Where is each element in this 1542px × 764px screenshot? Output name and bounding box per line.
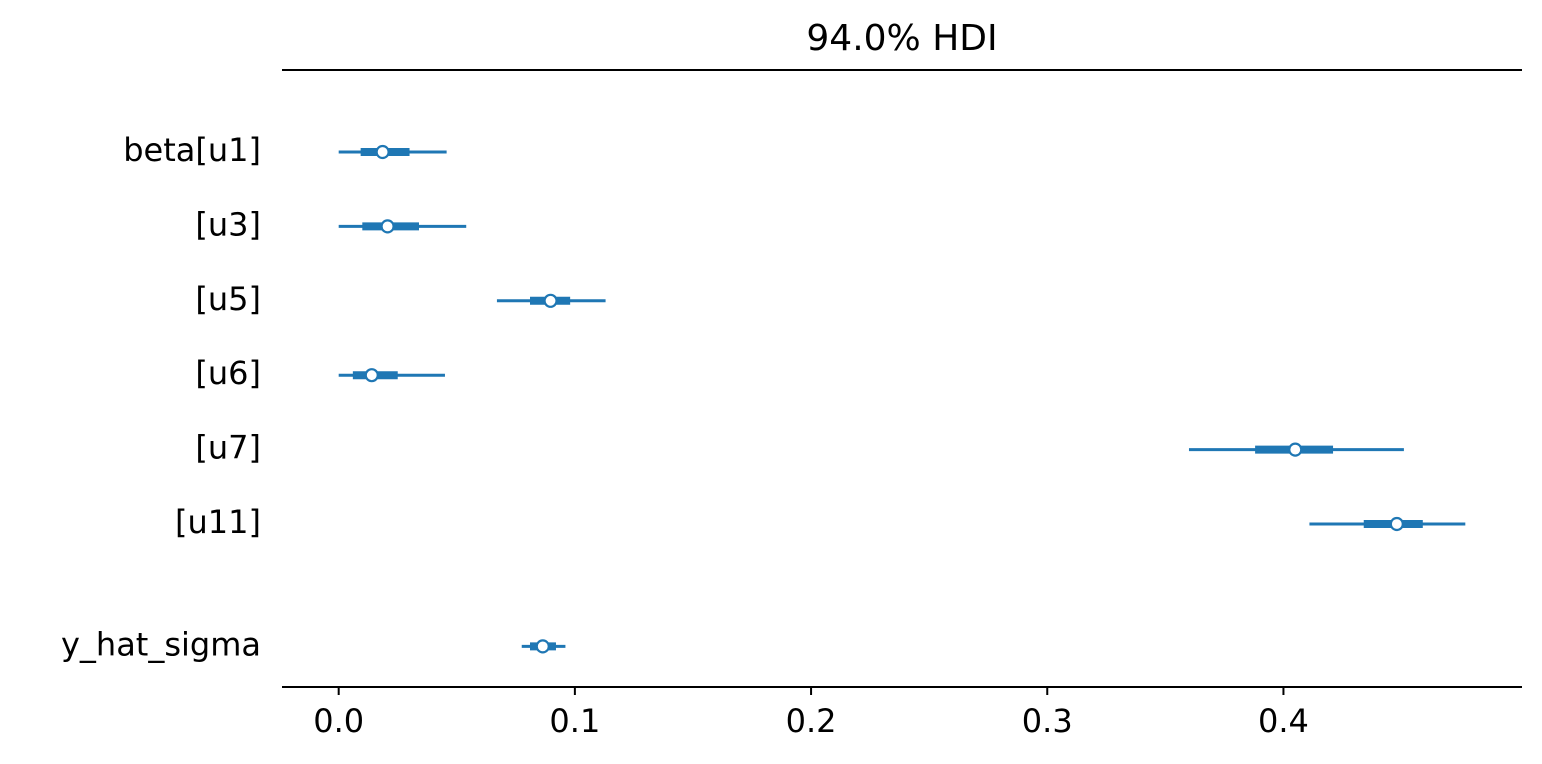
y-tick-label: y_hat_sigma xyxy=(61,625,261,663)
y-tick-label: [u7] xyxy=(195,429,261,467)
y-tick-label: [u6] xyxy=(195,354,261,392)
y-tick-label: [u3] xyxy=(195,205,261,243)
y-tick-label: [u5] xyxy=(195,280,261,318)
x-tick-label: 0.2 xyxy=(786,702,837,740)
point-estimate xyxy=(380,219,395,234)
point-estimate xyxy=(364,368,379,383)
x-tick-label: 0.4 xyxy=(1258,702,1309,740)
point-estimate xyxy=(1288,442,1303,457)
point-estimate xyxy=(1389,516,1404,532)
x-tick-label: 0.1 xyxy=(549,702,600,740)
y-tick-label: beta[u1] xyxy=(123,131,261,169)
point-estimate xyxy=(543,293,558,308)
x-tick-label: 0.3 xyxy=(1022,702,1073,740)
point-estimate xyxy=(375,144,390,160)
y-tick-label: [u11] xyxy=(175,503,261,541)
chart-title: 94.0% HDI xyxy=(806,18,997,59)
point-estimate xyxy=(535,639,550,654)
x-tick-label: 0.0 xyxy=(313,702,364,740)
